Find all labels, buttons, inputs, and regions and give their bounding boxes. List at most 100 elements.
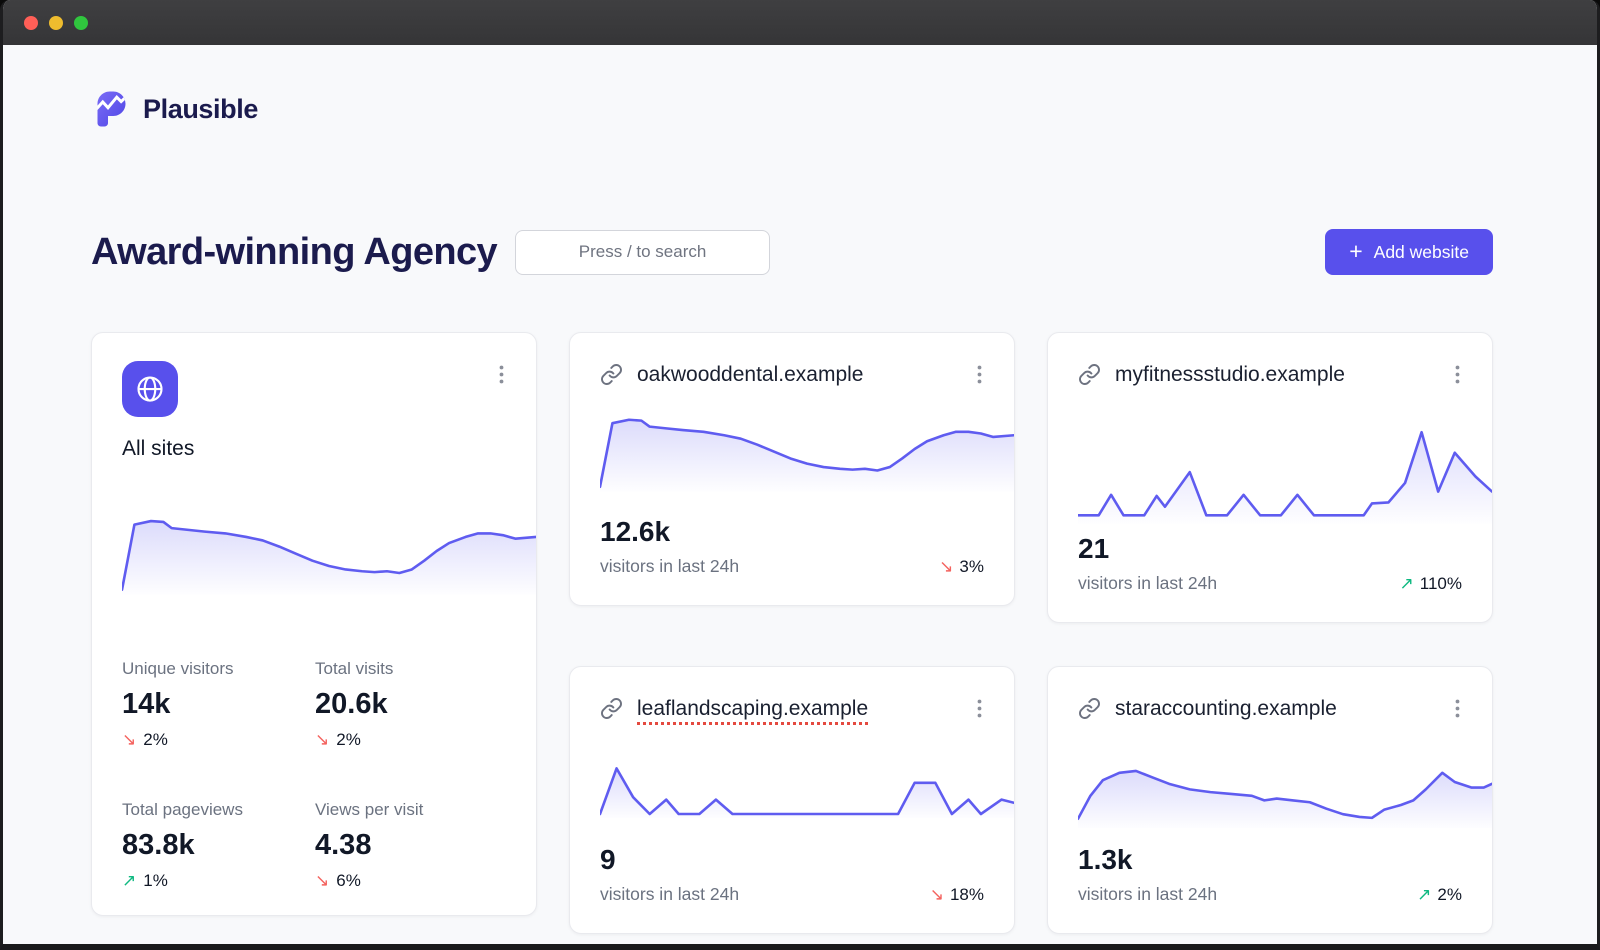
plausible-logo[interactable]: Plausible [91, 88, 258, 130]
site-sparkline [1078, 416, 1492, 524]
stat-value: 20.6k [315, 688, 388, 720]
kebab-menu-icon [499, 365, 504, 384]
visitors-caption: visitors in last 24h [1078, 884, 1218, 904]
arrow-down-icon: ↘ [122, 730, 137, 749]
visitors-value: 9 [600, 844, 616, 875]
arrow-up-icon: ↗ [122, 871, 137, 890]
page-title: Award-winning Agency [91, 230, 498, 273]
site-domain: oakwooddental.example [637, 362, 864, 386]
change-badge: ↗ 2% [1417, 885, 1462, 905]
stat-change: ↘ 2% [315, 730, 506, 750]
stat-total-visits: Total visits 20.6k ↘ 2% [315, 659, 506, 750]
site-card-header: staraccounting.example [1078, 695, 1462, 722]
all-sites-title: All sites [122, 437, 195, 460]
link-icon [1078, 697, 1101, 720]
site-menu-button[interactable] [1453, 361, 1462, 388]
site-card-footer: 21 visitors in last 24h ↗ 110% [1078, 533, 1462, 594]
logo-wordmark: Plausible [143, 93, 258, 124]
stat-unique-visitors: Unique visitors 14k ↘ 2% [122, 659, 315, 750]
site-card-myfitnessstudio[interactable]: myfitnessstudio.example 21 visitors in l… [1047, 332, 1493, 623]
stat-value: 14k [122, 688, 171, 720]
site-card-header: myfitnessstudio.example [1078, 361, 1462, 388]
visitors-value: 12.6k [600, 516, 671, 547]
stat-change: ↗ 1% [122, 871, 315, 891]
stat-label: Total pageviews [122, 800, 243, 819]
grid-column-2: oakwooddental.example 12.6k visitors in … [569, 332, 1015, 934]
site-domain: staraccounting.example [1115, 696, 1337, 720]
page-content: Plausible Award-winning Agency + Add web… [3, 45, 1597, 944]
stat-change-value: 6% [336, 871, 361, 890]
arrow-up-icon: ↗ [1399, 573, 1414, 593]
site-sparkline [600, 406, 1014, 492]
stat-label: Total visits [315, 659, 394, 678]
stat-change: ↘ 2% [122, 730, 315, 750]
change-badge: ↗ 110% [1400, 574, 1462, 594]
visitors-caption: visitors in last 24h [600, 556, 740, 576]
site-card-leaflandscaping[interactable]: leaflandscaping.example 9 visitors in la… [569, 666, 1015, 934]
site-sparkline [600, 738, 1014, 818]
site-card-header: leaflandscaping.example [600, 695, 984, 722]
stat-value: 83.8k [122, 829, 195, 861]
stat-change-value: 1% [143, 871, 168, 890]
kebab-menu-icon [1455, 365, 1460, 384]
all-sites-sparkline [122, 507, 536, 595]
all-sites-menu-button[interactable] [497, 361, 506, 388]
minimize-window-button[interactable] [49, 15, 63, 30]
site-card-footer: 1.3k visitors in last 24h ↗ 2% [1078, 844, 1462, 905]
all-sites-card-header [122, 361, 506, 417]
stat-change-value: 2% [336, 730, 361, 749]
site-card-oakwooddental[interactable]: oakwooddental.example 12.6k visitors in … [569, 332, 1015, 606]
site-card-header: oakwooddental.example [600, 361, 984, 388]
arrow-down-icon: ↘ [315, 730, 330, 749]
visitors-value: 1.3k [1078, 844, 1133, 875]
site-card-footer: 9 visitors in last 24h ↘ 18% [600, 844, 984, 905]
add-website-button[interactable]: + Add website [1325, 229, 1493, 275]
plus-icon: + [1349, 237, 1363, 264]
grid-column-1: All sites Unique visitors 14k ↘ 2% [91, 332, 537, 916]
change-badge: ↘ 3% [939, 557, 984, 577]
site-domain: leaflandscaping.example [637, 696, 869, 720]
zoom-window-button[interactable] [74, 15, 88, 30]
all-sites-card[interactable]: All sites Unique visitors 14k ↘ 2% [91, 332, 537, 916]
grid-column-3: myfitnessstudio.example 21 visitors in l… [1047, 332, 1493, 934]
kebab-menu-icon [977, 699, 982, 718]
site-menu-button[interactable] [1453, 695, 1462, 722]
window-titlebar [3, 0, 1597, 45]
stat-change: ↘ 6% [315, 871, 506, 891]
change-badge: ↘ 18% [930, 885, 984, 905]
arrow-down-icon: ↘ [315, 871, 330, 890]
stat-views-per-visit: Views per visit 4.38 ↘ 6% [315, 800, 506, 891]
kebab-menu-icon [1455, 699, 1460, 718]
close-window-button[interactable] [24, 15, 38, 30]
site-menu-button[interactable] [975, 361, 984, 388]
add-website-label: Add website [1373, 241, 1469, 262]
plausible-logo-icon [97, 91, 126, 127]
visitors-value: 21 [1078, 533, 1110, 564]
site-menu-button[interactable] [975, 695, 984, 722]
link-icon [600, 363, 623, 386]
stat-label: Unique visitors [122, 659, 234, 678]
stat-change-value: 2% [143, 730, 168, 749]
site-sparkline [1078, 736, 1492, 828]
stat-label: Views per visit [315, 800, 424, 819]
change-value: 3% [959, 556, 984, 576]
arrow-down-icon: ↘ [929, 884, 944, 904]
site-domain: myfitnessstudio.example [1115, 362, 1345, 386]
link-icon [600, 697, 623, 720]
change-value: 2% [1437, 884, 1462, 904]
link-icon [1078, 363, 1101, 386]
site-card-staraccounting[interactable]: staraccounting.example 1.3k visitors in … [1047, 666, 1493, 934]
search-input[interactable] [515, 229, 771, 275]
arrow-up-icon: ↗ [1417, 884, 1432, 904]
sites-grid: All sites Unique visitors 14k ↘ 2% [91, 332, 1493, 934]
stat-value: 4.38 [315, 829, 372, 861]
change-value: 110% [1419, 573, 1462, 593]
arrow-down-icon: ↘ [939, 556, 954, 576]
site-card-footer: 12.6k visitors in last 24h ↘ 3% [600, 516, 984, 577]
kebab-menu-icon [977, 365, 982, 384]
change-value: 18% [949, 884, 984, 904]
visitors-caption: visitors in last 24h [600, 884, 740, 904]
visitors-caption: visitors in last 24h [1078, 573, 1218, 593]
all-sites-stats: Unique visitors 14k ↘ 2% Total visits 20… [122, 659, 506, 891]
